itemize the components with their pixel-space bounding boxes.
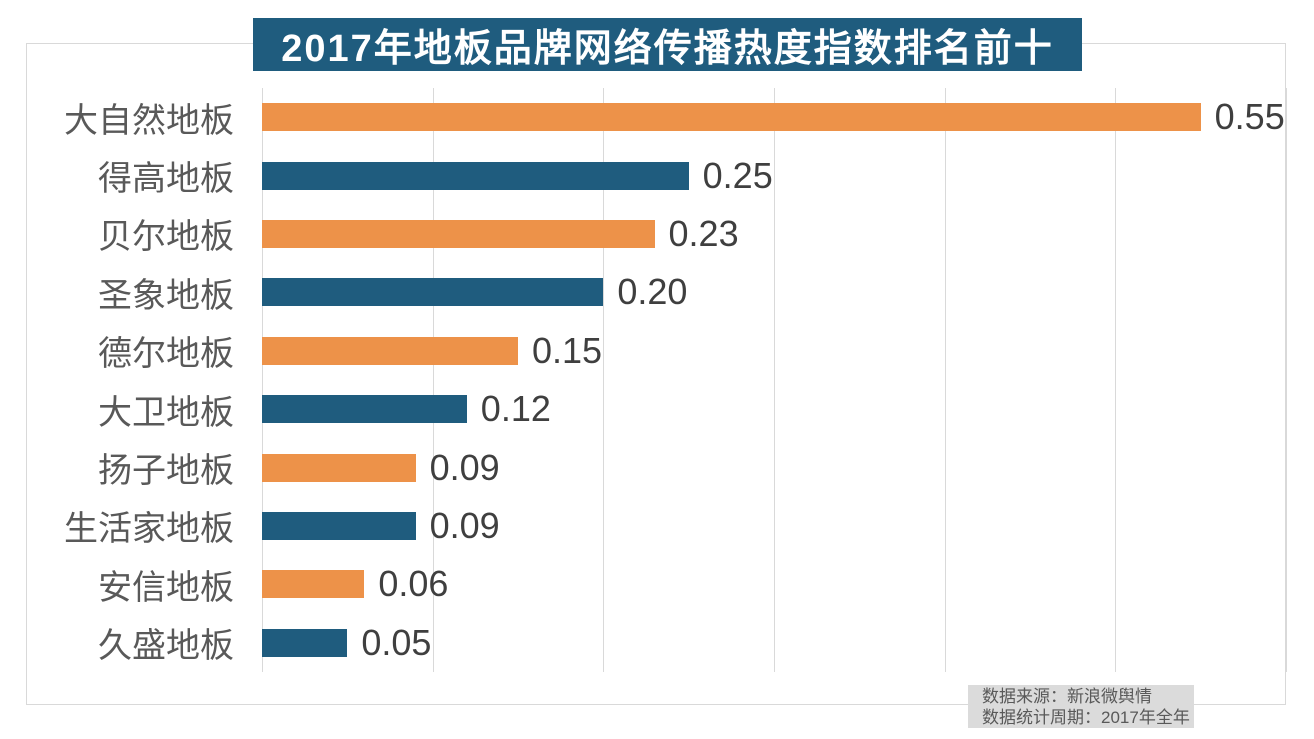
category-label: 久盛地板 (98, 627, 234, 666)
category-label: 扬子地板 (98, 452, 234, 491)
value-label: 0.12 (480, 388, 551, 430)
source-note: 数据来源：新浪微舆情 数据统计周期：2017年全年 (968, 685, 1194, 728)
bar (262, 512, 416, 540)
gridline (432, 88, 434, 672)
gridline (1286, 88, 1287, 672)
value-label: 0.15 (532, 329, 603, 371)
bar (262, 103, 1201, 132)
source-line-1: 数据来源：新浪微舆情 (982, 687, 1152, 706)
bar (262, 336, 518, 365)
category-label: 德尔地板 (98, 335, 234, 374)
chart-title: 2017年地板品牌网络传播热度指数排名前十 (281, 28, 1054, 70)
value-label: 0.23 (668, 212, 739, 254)
category-label: 大自然地板 (64, 101, 234, 140)
value-label: 0.05 (361, 621, 432, 663)
gridline (944, 88, 946, 672)
bar (262, 220, 655, 248)
chart-title-banner: 2017年地板品牌网络传播热度指数排名前十 (253, 18, 1082, 71)
value-label: 0.09 (429, 504, 500, 546)
gridline (262, 88, 263, 672)
bar (262, 278, 604, 307)
bar (262, 628, 348, 657)
category-label: 生活家地板 (64, 510, 234, 549)
value-label: 0.09 (429, 446, 500, 488)
value-label: 0.55 (1214, 96, 1285, 138)
category-label: 圣象地板 (98, 276, 234, 315)
gridline (774, 88, 775, 672)
category-label: 安信地板 (98, 568, 234, 607)
source-line-2: 数据统计周期：2017年全年 (982, 708, 1190, 727)
value-label: 0.25 (702, 154, 773, 196)
gridline (1115, 88, 1117, 672)
value-label: 0.20 (617, 271, 688, 313)
gridline (603, 88, 605, 672)
value-label: 0.06 (378, 563, 449, 605)
bar (262, 395, 467, 424)
category-label: 得高地板 (98, 160, 234, 199)
bar (262, 453, 416, 482)
category-label: 大卫地板 (98, 393, 234, 432)
category-label: 贝尔地板 (98, 218, 234, 257)
bar (262, 161, 689, 190)
bar (262, 570, 365, 599)
